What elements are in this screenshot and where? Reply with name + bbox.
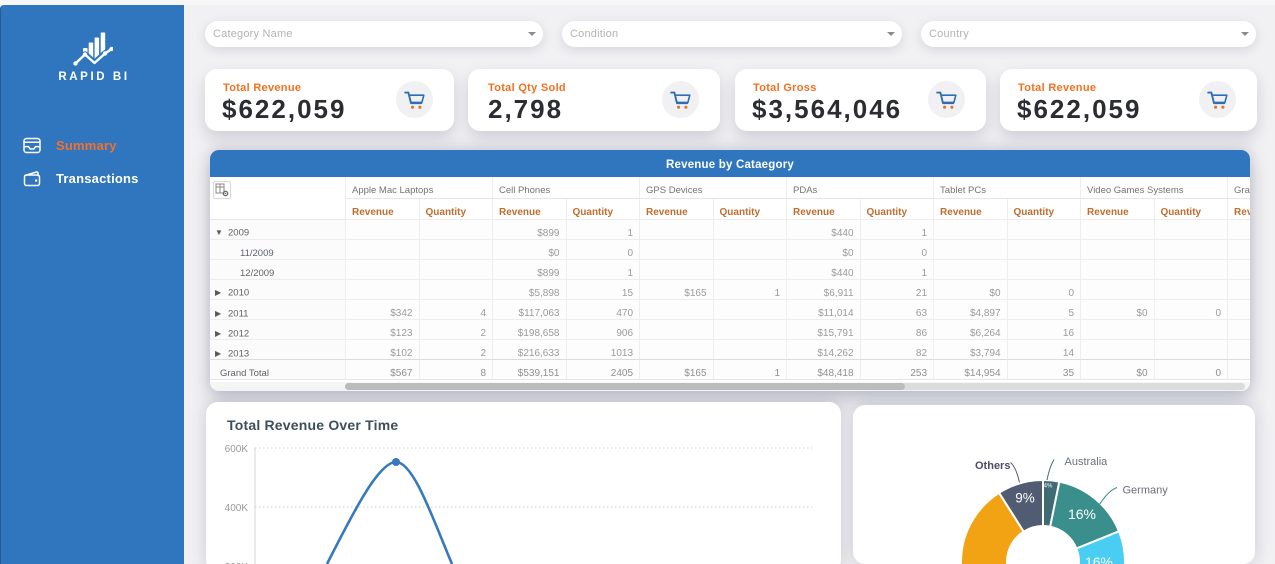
svg-text:Germany: Germany [1123, 485, 1169, 497]
svg-text:Others: Others [975, 460, 1010, 472]
svg-text:200K: 200K [225, 562, 249, 564]
svg-text:Australia: Australia [1065, 456, 1109, 468]
svg-text:9%: 9% [1015, 491, 1035, 506]
svg-text:400K: 400K [225, 503, 249, 514]
svg-text:600K: 600K [225, 444, 249, 455]
svg-text:16%: 16% [1068, 506, 1096, 522]
svg-text:4%: 4% [1044, 484, 1053, 490]
svg-text:16%: 16% [1085, 554, 1113, 564]
